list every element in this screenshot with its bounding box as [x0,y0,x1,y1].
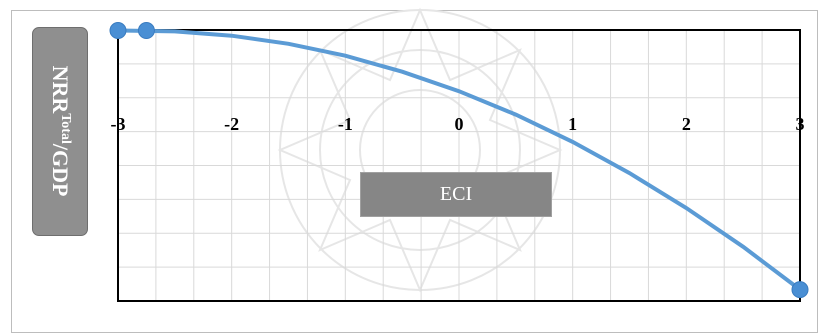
x-tick-labels: -3 -2 -1 0 1 2 3 [111,114,805,134]
x-tick-label: -2 [224,114,239,134]
y-axis-label: NRRTotal/GDP [48,65,73,197]
x-tick-label: 2 [682,114,691,134]
x-tick-label: 1 [568,114,577,134]
y-axis-label-box [32,27,88,236]
x-tick-label: -3 [111,114,126,134]
data-point [791,281,809,299]
x-tick-label: 3 [796,114,805,134]
x-tick-label: -1 [338,114,353,134]
x-tick-label: 0 [455,114,464,134]
data-point [109,22,127,40]
plot-area [117,29,801,302]
data-point [137,22,155,40]
x-axis-label: ECI [439,183,473,205]
series-line [116,28,802,292]
data-points [109,22,809,299]
x-axis-label-box [360,172,552,217]
grid [118,30,800,301]
